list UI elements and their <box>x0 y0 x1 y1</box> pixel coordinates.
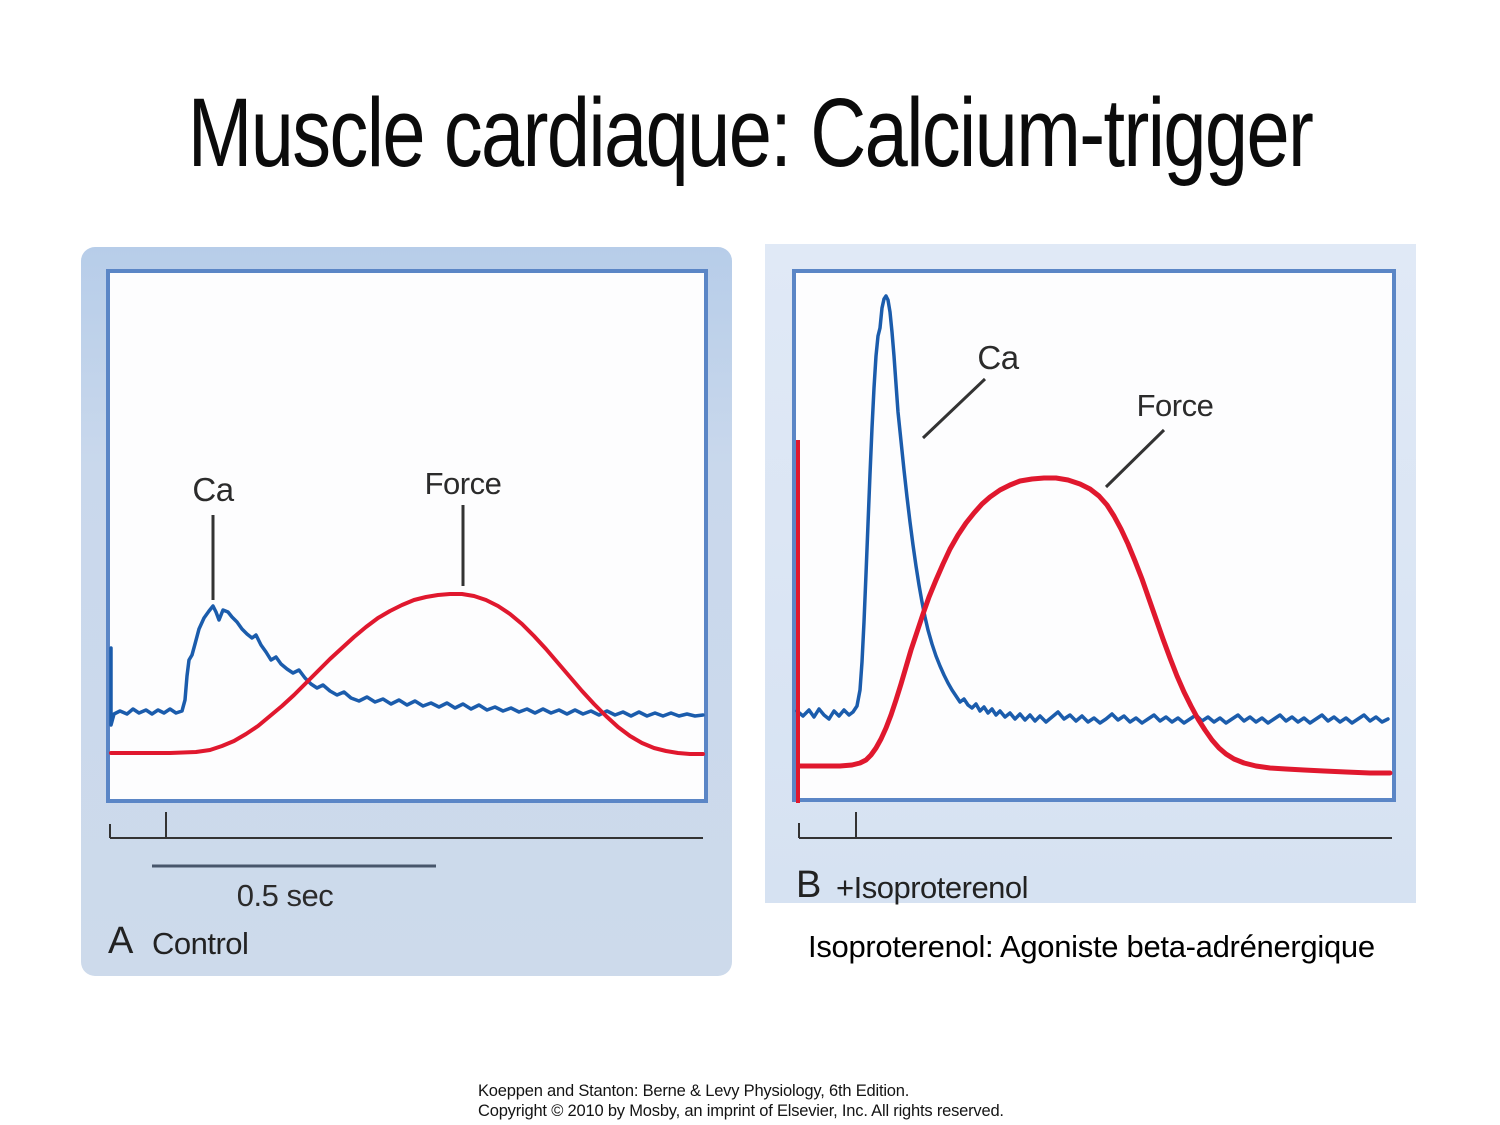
panel-a-plot-area <box>106 269 708 803</box>
credit-line-1: Koeppen and Stanton: Berne & Levy Physio… <box>478 1082 910 1100</box>
copyright-credits: Koeppen and Stanton: Berne & Levy Physio… <box>478 1081 1004 1121</box>
panel-a-letter: A <box>108 920 133 962</box>
ca-label-a: Ca <box>192 471 234 508</box>
time-scale-label-a: 0.5 sec <box>236 878 334 913</box>
panel-b-plot-area <box>792 269 1396 802</box>
panel-b-letter: B <box>796 864 821 906</box>
credit-line-2: Copyright © 2010 by Mosby, an imprint of… <box>478 1102 1004 1120</box>
ca-label-b: Ca <box>977 339 1019 376</box>
force-label-b: Force <box>1136 388 1214 423</box>
isoproterenol-caption: Isoproterenol: Agoniste beta-adrénergiqu… <box>808 929 1375 964</box>
panel-b-condition-label: +Isoproterenol <box>836 870 1029 905</box>
slide-title: Muscle cardiaque: Calcium-trigger <box>187 78 1314 187</box>
force-label-a: Force <box>424 466 502 501</box>
panel-a-condition-label: Control <box>152 926 249 961</box>
